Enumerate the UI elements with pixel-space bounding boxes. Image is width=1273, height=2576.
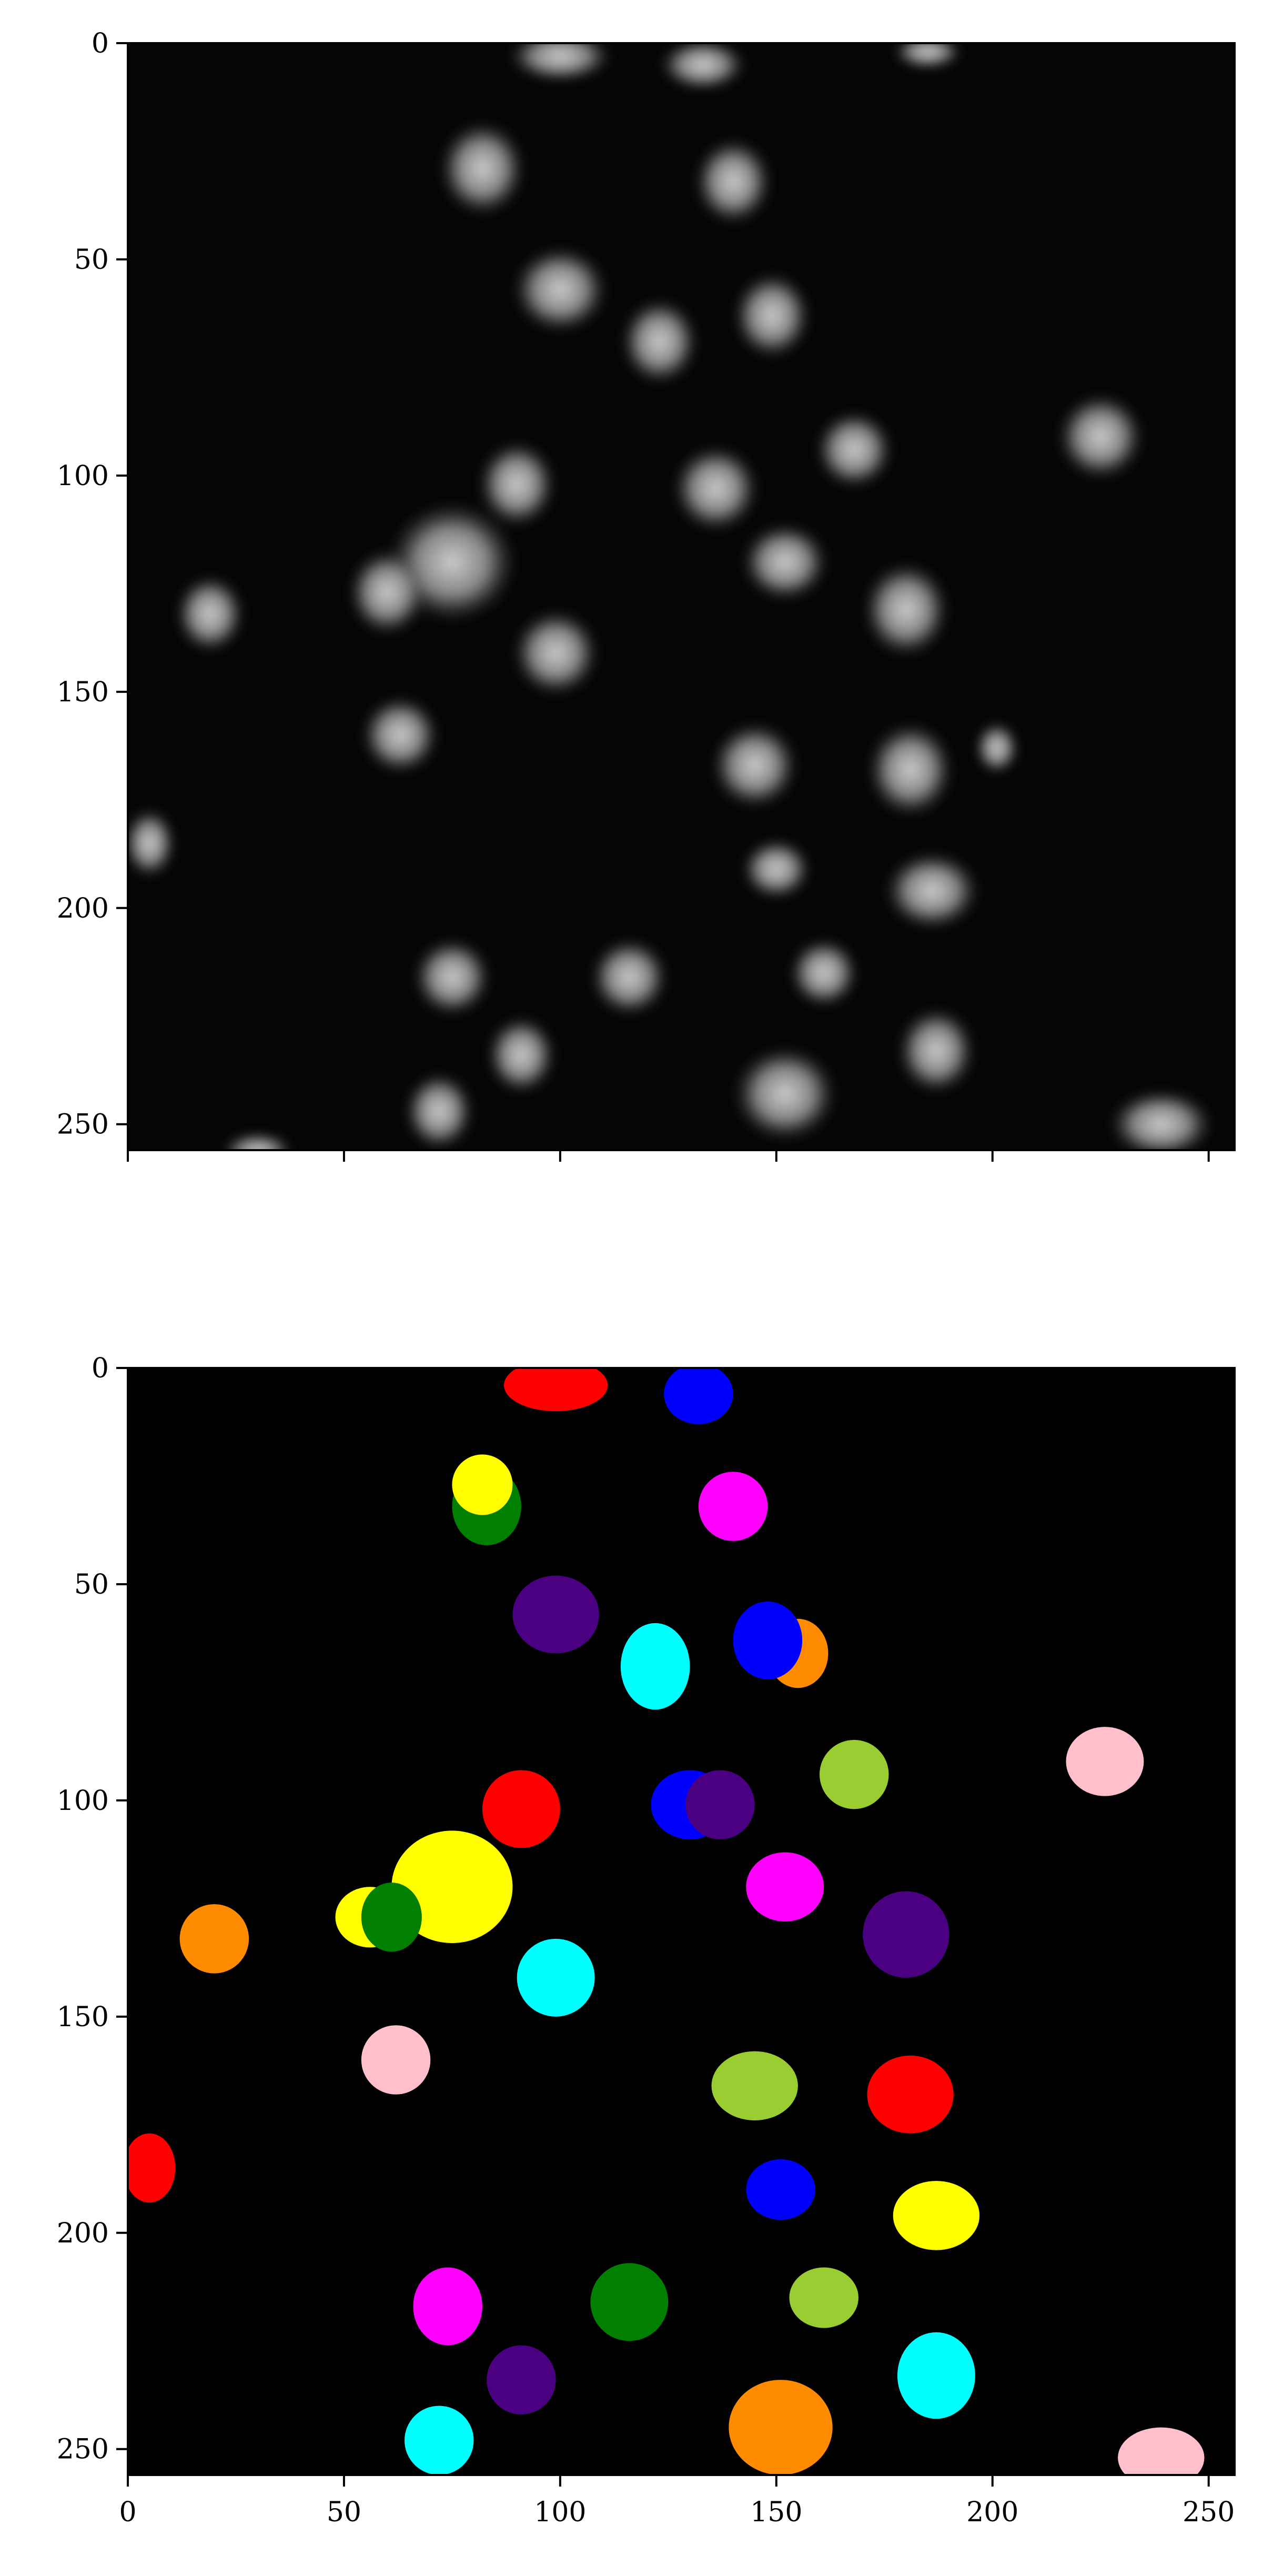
y-tick-label: 100	[57, 460, 109, 492]
x-tick-label: 0	[119, 2497, 136, 2528]
segmentation-label	[711, 2051, 798, 2121]
segmentation-label	[517, 1938, 595, 2017]
nucleus	[478, 441, 556, 528]
segmentation-label	[746, 1852, 824, 1921]
segmentation-label	[590, 2263, 669, 2341]
nucleus	[348, 549, 427, 636]
segmentation-panel: 0 50 100 150 200 250 0 50 100 150 200 250	[57, 1353, 1236, 2528]
x-axis-ticks: 0 50 100 150 200 250	[119, 2475, 1235, 2528]
nucleus	[413, 938, 491, 1017]
nucleus	[405, 1072, 474, 1150]
nucleus	[733, 272, 811, 359]
segmentation-label	[512, 1575, 599, 1654]
nucleus	[508, 43, 612, 82]
y-tick-label: 250	[57, 2434, 109, 2466]
y-tick-label: 150	[57, 677, 109, 708]
x-tick-label: 250	[1183, 2497, 1235, 2528]
nucleus	[512, 609, 599, 697]
nucleus	[815, 410, 893, 489]
segmentation-label	[1066, 1727, 1144, 1796]
y-tick-label: 250	[57, 1109, 109, 1141]
segmentation-label	[179, 1904, 249, 1974]
y-tick-label: 200	[57, 893, 109, 924]
y-axis-ticks: 0 50 100 150 200 250	[57, 1353, 128, 2466]
y-tick-label: 50	[74, 244, 109, 276]
nucleus	[789, 938, 858, 1008]
segmentation-label	[361, 1883, 422, 1952]
nucleus	[897, 1007, 975, 1094]
nucleus	[590, 938, 669, 1017]
nucleus	[694, 138, 772, 225]
segmentation-label	[664, 1368, 733, 1424]
micrograph-background	[128, 43, 1235, 1150]
segmentation-label	[733, 1601, 803, 1679]
nucleus	[863, 562, 949, 658]
nucleus	[733, 1046, 837, 1142]
y-axis-ticks: 0 50 100 150 200 250	[57, 28, 128, 1141]
segmentation-label	[487, 2345, 556, 2414]
nucleus	[361, 696, 439, 774]
segmentation-frame	[127, 1367, 1236, 2476]
segmentation-label	[746, 2159, 815, 2220]
segmentation-label	[128, 2133, 176, 2203]
segmentation-label	[391, 1830, 513, 1944]
nucleus	[1057, 393, 1144, 480]
y-tick-label: 0	[92, 1353, 109, 1384]
nucleus	[512, 246, 608, 333]
nucleus	[620, 298, 699, 385]
segmentation-background	[128, 1368, 1235, 2475]
micrograph-frame	[127, 42, 1236, 1151]
segmentation-label	[893, 2181, 980, 2250]
nucleus	[975, 722, 1019, 774]
nucleus	[439, 120, 526, 216]
nucleus	[867, 722, 954, 818]
y-tick-label: 200	[57, 2218, 109, 2249]
nucleus	[742, 523, 829, 601]
nucleus	[742, 839, 811, 900]
x-tick-label: 200	[966, 2497, 1018, 2528]
segmentation-label	[452, 1454, 513, 1515]
nucleus	[893, 43, 963, 69]
segmentation-label	[1118, 2427, 1205, 2475]
segmentation-label	[698, 1472, 768, 1541]
x-tick-label: 100	[534, 2497, 586, 2528]
y-tick-label: 150	[57, 2001, 109, 2033]
segmentation-label	[867, 2055, 954, 2134]
nucleus	[711, 722, 798, 809]
nucleus	[672, 445, 759, 532]
x-tick-label: 150	[750, 2497, 802, 2528]
segmentation-label	[897, 2332, 975, 2419]
micrograph-panel: 0 50 100 150 200 250	[57, 28, 1236, 1162]
segmentation-label	[729, 2380, 833, 2475]
nucleus	[659, 43, 746, 91]
label-layer	[128, 1368, 1205, 2475]
nuclei-layer	[128, 43, 1213, 1150]
segmentation-label	[361, 2025, 431, 2095]
segmentation-label	[405, 2406, 474, 2475]
y-tick-label: 100	[57, 1785, 109, 1817]
nucleus	[128, 808, 176, 878]
y-tick-label: 0	[92, 28, 109, 59]
segmentation-label	[413, 2267, 482, 2346]
segmentation-label	[685, 1770, 755, 1839]
nucleus	[175, 575, 245, 653]
x-tick-label: 50	[327, 2497, 361, 2528]
nucleus	[487, 1016, 556, 1094]
segmentation-label	[789, 2267, 858, 2328]
x-axis-ticks	[127, 1150, 1210, 1162]
segmentation-label	[482, 1770, 560, 1848]
segmentation-label	[863, 1891, 949, 1978]
segmentation-label	[620, 1623, 690, 1710]
nucleus	[223, 1133, 292, 1150]
segmentation-label	[504, 1368, 608, 1412]
y-tick-label: 50	[74, 1569, 109, 1601]
nucleus	[884, 851, 980, 930]
nucleus	[1109, 1089, 1213, 1150]
segmentation-label	[820, 1739, 889, 1809]
